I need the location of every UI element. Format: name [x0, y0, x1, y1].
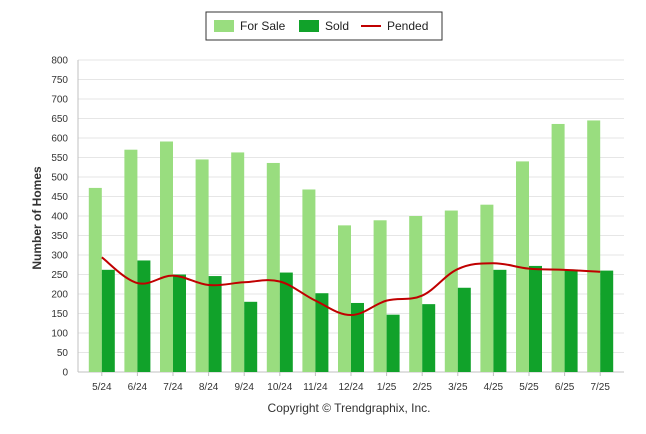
bar-sold: [386, 314, 400, 372]
bar-sold: [457, 287, 471, 372]
x-tick-label: 7/25: [590, 382, 610, 393]
y-tick-label: 550: [51, 153, 68, 164]
bar-for-sale: [302, 189, 316, 372]
y-tick-label: 450: [51, 192, 68, 203]
bar-for-sale: [551, 123, 565, 373]
y-tick-label: 150: [51, 309, 68, 320]
bar-for-sale: [338, 225, 351, 372]
bar-for-sale: [480, 204, 494, 372]
bar-sold: [422, 304, 436, 372]
y-tick-label: 400: [51, 212, 68, 223]
x-tick-label: 2/25: [412, 382, 432, 393]
bars: [88, 120, 614, 373]
x-tick-label: 5/24: [92, 382, 112, 393]
bar-sold: [351, 302, 364, 372]
y-tick-label: 700: [51, 95, 68, 106]
legend-label-sold: Sold: [325, 19, 349, 33]
x-tick-label: 4/25: [484, 382, 504, 393]
bar-for-sale: [444, 210, 458, 372]
x-tick-label: 6/24: [128, 382, 148, 393]
bar-sold: [244, 301, 258, 372]
pended-line: [101, 256, 601, 317]
bar-sold: [137, 260, 151, 372]
legend-swatch-for-sale: [214, 20, 234, 32]
y-tick-label: 600: [51, 134, 68, 145]
x-tick-label: 9/24: [234, 382, 254, 393]
y-tick-label: 350: [51, 231, 68, 242]
bar-sold: [600, 270, 614, 372]
x-tick-label: 11/24: [303, 382, 328, 393]
y-tick-label: 200: [51, 290, 68, 301]
y-tick-label: 300: [51, 251, 68, 262]
bar-sold: [315, 293, 329, 372]
x-tick-label: 1/25: [377, 382, 397, 393]
y-tick-label: 800: [51, 56, 68, 67]
bar-for-sale: [88, 187, 102, 372]
bar-sold: [101, 269, 115, 372]
legend-swatch-sold: [299, 20, 319, 32]
bar-for-sale: [160, 141, 173, 372]
bar-sold: [208, 276, 222, 372]
x-tick-label: 7/24: [163, 382, 183, 393]
x-tick-label: 6/25: [555, 382, 575, 393]
x-tick-label: 5/25: [519, 382, 539, 393]
tick-labels: 0 50 100 150 200 250 300 350 400 450 500 550 600 650 7…: [51, 56, 610, 394]
bar-for-sale: [587, 120, 601, 372]
bar-sold: [529, 265, 542, 372]
x-tick-label: 12/24: [338, 382, 363, 393]
x-tick-label: 8/24: [199, 382, 219, 393]
y-tick-label: 0: [62, 368, 68, 379]
bar-sold: [279, 272, 293, 372]
bar-for-sale: [409, 216, 423, 372]
bar-for-sale: [195, 159, 209, 372]
y-tick-label: 500: [51, 173, 68, 184]
legend-box: [205, 11, 443, 41]
copyright-text: Copyright © Trendgraphix, Inc.: [268, 401, 431, 415]
legend: For Sale Sold Pended: [205, 11, 443, 41]
bar-for-sale: [516, 161, 529, 372]
bar-for-sale: [124, 149, 138, 372]
legend-label-pended: Pended: [387, 19, 428, 33]
x-tick-label: 10/24: [267, 382, 292, 393]
y-tick-label: 250: [51, 270, 68, 281]
y-tick-label: 650: [51, 114, 68, 125]
y-tick-label: 100: [51, 329, 68, 340]
y-tick-label: 750: [51, 75, 68, 86]
bar-for-sale: [373, 220, 387, 372]
bar-for-sale: [231, 152, 245, 372]
bar-sold: [564, 269, 578, 372]
y-axis-label: Number of Homes: [30, 166, 44, 270]
y-tick-label: 50: [57, 348, 69, 359]
x-tick-label: 3/25: [448, 382, 468, 393]
legend-label-for-sale: For Sale: [240, 19, 286, 33]
bar-sold: [173, 274, 186, 372]
bar-for-sale: [266, 162, 280, 372]
bar-sold: [493, 269, 507, 372]
